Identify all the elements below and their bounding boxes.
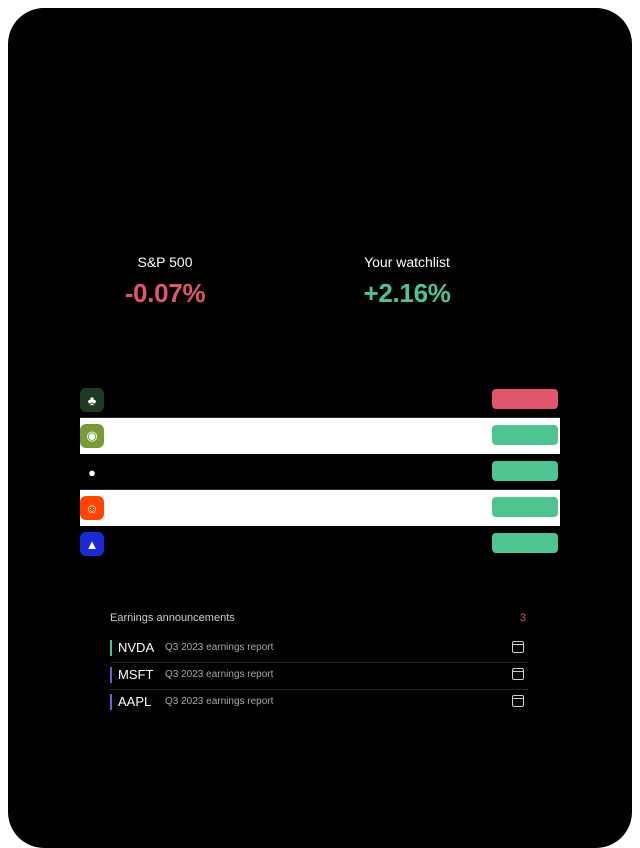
change-bar <box>492 425 558 445</box>
earnings-item[interactable]: AAPL Q3 2023 earnings report <box>110 690 528 716</box>
calendar-icon[interactable] <box>512 641 524 653</box>
watchlist-label: Your watchlist <box>364 254 450 270</box>
earnings-item[interactable]: NVDA Q3 2023 earnings report <box>110 636 528 663</box>
earnings-symbol: NVDA <box>118 640 155 655</box>
change-bar <box>492 497 558 517</box>
table-row[interactable]: ☺ <box>80 490 560 526</box>
row-divider <box>80 489 560 490</box>
calendar-icon[interactable] <box>512 695 524 707</box>
company-logo-icon: ◉ <box>80 424 104 448</box>
earnings-count-badge: 3 <box>519 612 526 624</box>
calendar-icon[interactable] <box>512 668 524 680</box>
reddit-logo-icon: ☺ <box>80 496 104 520</box>
sp500-label: S&P 500 <box>137 254 193 270</box>
earnings-description: Q3 2023 earnings report <box>165 669 274 680</box>
watchlist-table-header <box>80 352 560 372</box>
earnings-item[interactable]: MSFT Q3 2023 earnings report <box>110 663 528 690</box>
ticker-cell <box>110 499 152 517</box>
sp500-value: -0.07% <box>124 278 206 308</box>
market-summary: S&P 500 -0.07% Your watchlist +2.16% <box>80 232 560 328</box>
earnings-description: Q3 2023 earnings report <box>165 642 274 653</box>
company-logo-icon: ▲ <box>80 532 104 556</box>
table-row[interactable]: ▲ <box>80 526 560 562</box>
change-bar <box>492 461 558 481</box>
earnings-title: Earnings announcements <box>110 612 235 624</box>
earnings-marker <box>110 694 112 710</box>
watchlist-value: +2.16% <box>363 278 451 308</box>
earnings-symbol: MSFT <box>118 667 154 682</box>
earnings-card: Earnings announcements 3 NVDA Q3 2023 ea… <box>96 598 544 734</box>
earnings-marker <box>110 667 112 683</box>
sp500-stat: S&P 500 -0.07% <box>80 232 250 328</box>
watchlist-stat: Your watchlist +2.16% <box>322 232 492 328</box>
ticker-cell <box>110 463 152 481</box>
table-row[interactable]: ♣ <box>80 382 560 418</box>
earnings-symbol: AAPL <box>118 694 152 709</box>
ticker-cell <box>110 427 152 445</box>
watchlist-table: ♣ ◉ ● ☺ ▲ <box>80 382 560 562</box>
company-logo-icon: ♣ <box>80 388 104 412</box>
apple-logo-icon: ● <box>80 460 104 484</box>
change-bar <box>492 389 558 409</box>
row-divider <box>80 417 560 418</box>
earnings-marker <box>110 640 112 656</box>
ticker-cell <box>110 391 152 409</box>
earnings-description: Q3 2023 earnings report <box>165 696 274 707</box>
table-row[interactable]: ◉ <box>80 418 560 454</box>
ticker-cell <box>110 535 152 553</box>
change-bar <box>492 533 558 553</box>
table-row[interactable]: ● <box>80 454 560 490</box>
